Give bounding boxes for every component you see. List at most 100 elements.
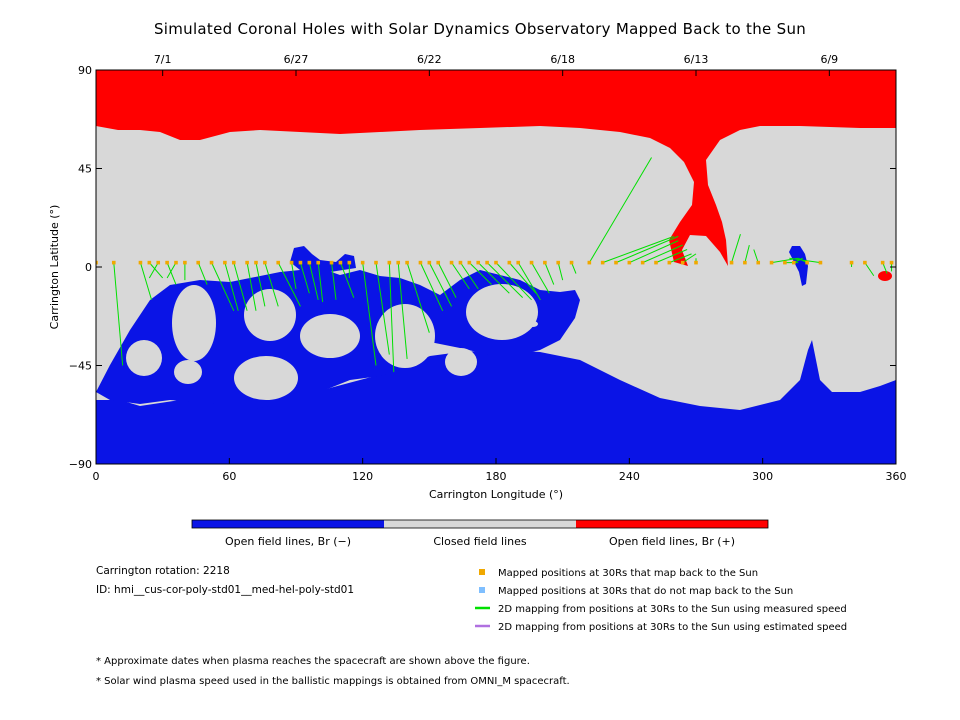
mapped-point bbox=[111, 260, 116, 265]
colorbar-label: Closed field lines bbox=[433, 535, 527, 548]
mapped-point bbox=[769, 260, 774, 265]
mapping-line bbox=[375, 262, 390, 355]
y-tick-label: 0 bbox=[85, 261, 92, 274]
mapping-line bbox=[362, 262, 377, 366]
mapping-line bbox=[211, 262, 235, 311]
colorbar-segment bbox=[384, 520, 576, 528]
mapped-point bbox=[756, 260, 761, 265]
mapping-line bbox=[602, 235, 674, 264]
x-tick-label: 240 bbox=[619, 470, 640, 483]
mapping-line bbox=[460, 262, 479, 290]
y-tick-label: −90 bbox=[69, 458, 92, 471]
mapped-point bbox=[231, 260, 236, 265]
legend-swatch-unmapped bbox=[479, 587, 485, 593]
mapping-line bbox=[508, 262, 537, 294]
mapped-point bbox=[587, 260, 592, 265]
mapped-point bbox=[427, 260, 432, 265]
mapped-point bbox=[667, 260, 672, 265]
mapping-line bbox=[397, 262, 408, 359]
mapped-point bbox=[529, 260, 534, 265]
carrington-rotation: Carrington rotation: 2218 bbox=[96, 565, 230, 577]
mapping-line bbox=[224, 262, 239, 311]
mapping-line bbox=[642, 244, 683, 264]
closed-island-9 bbox=[466, 284, 538, 340]
mapped-point bbox=[183, 260, 187, 265]
colorbar-frame bbox=[191, 519, 769, 529]
mapping-line bbox=[531, 262, 550, 294]
mapping-line bbox=[291, 262, 297, 289]
x-tick-label: 120 bbox=[352, 470, 373, 483]
legend-swatch-mapped bbox=[479, 569, 485, 575]
mapped-point bbox=[458, 260, 463, 265]
colorbar-segment bbox=[576, 520, 768, 528]
mapped-point bbox=[418, 260, 423, 265]
mapped-point bbox=[396, 260, 401, 265]
mapped-point bbox=[156, 260, 161, 265]
mapped-point bbox=[96, 260, 98, 265]
mapped-point bbox=[729, 260, 734, 265]
mapped-point bbox=[783, 260, 787, 265]
mapping-line bbox=[744, 244, 750, 263]
mapped-point bbox=[694, 260, 698, 265]
top-date-axis: 7/1 6/27 6/22 6/18 6/13 6/9 bbox=[154, 53, 838, 76]
mapping-line bbox=[629, 240, 679, 264]
mapped-point bbox=[254, 260, 258, 265]
mapping-line bbox=[331, 262, 337, 300]
mapping-line bbox=[468, 262, 492, 285]
mapping-line bbox=[388, 262, 395, 373]
mapped-point bbox=[338, 260, 343, 265]
mapped-point bbox=[543, 260, 547, 265]
mapped-point bbox=[436, 260, 441, 265]
mapping-line bbox=[406, 262, 430, 333]
y-tick-label: 90 bbox=[78, 64, 92, 77]
mapping-line bbox=[437, 262, 457, 298]
date-tick-label: 7/1 bbox=[154, 53, 172, 66]
closed-island-3 bbox=[174, 360, 202, 384]
mapping-line bbox=[277, 262, 301, 307]
negative-hole-near-315 bbox=[789, 246, 808, 286]
mapping-line bbox=[789, 257, 821, 264]
y-tick-label: −45 bbox=[69, 360, 92, 373]
mapped-point bbox=[556, 260, 561, 265]
x-tick-label: 360 bbox=[886, 470, 907, 483]
y-axis-label: Carrington Latitude (°) bbox=[48, 205, 61, 330]
north-positive-polar-hole bbox=[96, 70, 896, 266]
mapping-line bbox=[544, 262, 555, 285]
x-tick-label: 180 bbox=[486, 470, 507, 483]
date-tick-label: 6/9 bbox=[820, 53, 838, 66]
mapped-point bbox=[600, 260, 605, 265]
mapping-line bbox=[669, 253, 692, 264]
mapped-point bbox=[196, 260, 201, 265]
mapped-points bbox=[96, 260, 894, 265]
closed-island-5 bbox=[244, 289, 296, 341]
mapped-point bbox=[387, 260, 392, 265]
mapped-point bbox=[147, 260, 152, 265]
mapping-line bbox=[113, 262, 124, 366]
closed-island-2 bbox=[126, 340, 162, 376]
coronal-hole-map bbox=[96, 70, 896, 464]
mapped-point bbox=[516, 260, 521, 265]
mapped-point bbox=[494, 260, 498, 265]
date-tick-label: 6/22 bbox=[417, 53, 442, 66]
mapped-point bbox=[640, 260, 645, 265]
mapping-line bbox=[246, 262, 257, 311]
mapped-point bbox=[791, 260, 796, 265]
mapping-line bbox=[264, 262, 279, 307]
mapped-point bbox=[449, 260, 454, 265]
mapping-line bbox=[166, 262, 177, 285]
mapped-point bbox=[316, 260, 321, 265]
mapped-point bbox=[298, 260, 303, 265]
closed-island-10 bbox=[528, 321, 538, 327]
colorbar-label: Open field lines, Br (+) bbox=[609, 535, 735, 548]
legend-label-unmapped: Mapped positions at 30Rs that do not map… bbox=[498, 586, 793, 597]
mapping-line bbox=[428, 262, 453, 307]
mapped-point bbox=[165, 260, 169, 265]
mapping-line bbox=[148, 262, 159, 279]
x-tick-label: 0 bbox=[93, 470, 100, 483]
mapped-point bbox=[627, 260, 632, 265]
colorbar-label: Open field lines, Br (−) bbox=[225, 535, 351, 548]
colorbar: Open field lines, Br (−) Closed field lin… bbox=[191, 519, 769, 548]
mapping-line bbox=[588, 157, 652, 263]
mapping-line bbox=[197, 262, 208, 285]
mapping-line bbox=[731, 234, 741, 263]
